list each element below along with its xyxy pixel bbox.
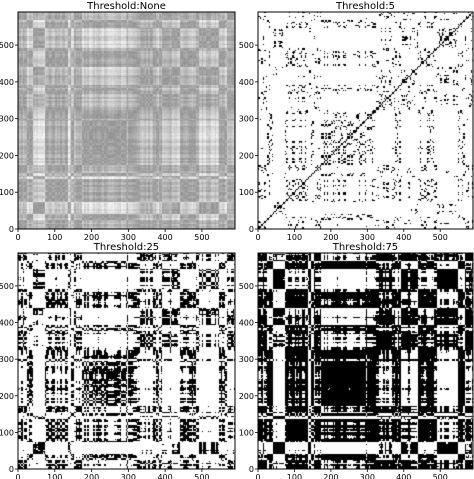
- panel-4: Threshold:75 0 100 200 300 400 500 0 100 200 300 40…: [239, 242, 474, 479]
- x-tick-label: 400: [396, 233, 411, 242]
- x-tick-label: 300: [360, 473, 375, 479]
- panel-title: Threshold:None: [86, 1, 166, 12]
- y-tick-label: 100: [239, 188, 254, 197]
- heatmap-image: [258, 12, 473, 229]
- x-tick-label: 400: [396, 473, 411, 479]
- x-tick-label: 500: [433, 473, 448, 479]
- y-tick-label: 400: [239, 78, 254, 87]
- y-tick-label: 100: [0, 188, 14, 197]
- panel-3: Threshold:25 0 100 200 300 400 500 0 100 200 300 40…: [0, 242, 236, 479]
- heatmap-image: [18, 12, 235, 229]
- axes-frame: [257, 11, 474, 230]
- y-tick-label: 0: [249, 465, 254, 474]
- panel-title: Threshold:25: [93, 242, 159, 253]
- y-tick-label: 200: [239, 151, 254, 160]
- panel-title: Threshold:75: [332, 242, 398, 253]
- y-tick-label: 300: [239, 355, 254, 364]
- x-tick-label: 300: [360, 233, 375, 242]
- x-tick-label: 0: [255, 233, 260, 242]
- heatmap-image: [258, 253, 473, 469]
- x-tick-label: 100: [287, 473, 302, 479]
- y-tick-label: 0: [249, 225, 254, 234]
- axes-frame: [17, 252, 236, 470]
- x-tick-label: 200: [323, 233, 338, 242]
- y-tick-label: 500: [239, 41, 254, 50]
- x-tick-label: 200: [323, 473, 338, 479]
- y-tick-label: 300: [0, 355, 14, 364]
- y-tick-label: 100: [239, 428, 254, 437]
- panel-1: Threshold:None 0 100 200 300 400 500 0 100 200 300…: [0, 1, 236, 242]
- axes-frame: [257, 252, 474, 470]
- y-tick-label: 0: [9, 465, 14, 474]
- x-tick-label: 0: [255, 473, 260, 479]
- x-tick-label: 200: [84, 473, 99, 479]
- axes-frame: [17, 11, 236, 230]
- x-tick-label: 200: [84, 233, 99, 242]
- panel-title: Threshold:5: [335, 1, 395, 12]
- y-tick-label: 0: [9, 225, 14, 234]
- y-tick-label: 500: [0, 41, 14, 50]
- x-tick-label: 100: [47, 473, 62, 479]
- x-tick-label: 500: [194, 473, 209, 479]
- x-tick-label: 500: [194, 233, 209, 242]
- y-tick-label: 200: [0, 392, 14, 401]
- x-tick-label: 400: [157, 473, 172, 479]
- y-tick-label: 300: [0, 115, 14, 124]
- y-tick-label: 500: [0, 282, 14, 291]
- y-tick-label: 500: [239, 282, 254, 291]
- x-tick-label: 500: [433, 233, 448, 242]
- x-tick-label: 0: [15, 233, 20, 242]
- x-tick-label: 100: [287, 233, 302, 242]
- y-tick-label: 400: [0, 319, 14, 328]
- x-tick-label: 300: [121, 473, 136, 479]
- y-tick-label: 400: [0, 78, 14, 87]
- y-tick-label: 200: [239, 392, 254, 401]
- heatmap-image: [18, 253, 235, 469]
- y-tick-label: 400: [239, 319, 254, 328]
- x-tick-label: 0: [15, 473, 20, 479]
- x-tick-label: 100: [47, 233, 62, 242]
- panel-2: Threshold:5 0 100 200 300 400 500 0 100 200 300 400…: [239, 1, 474, 242]
- y-tick-label: 100: [0, 428, 14, 437]
- x-tick-label: 300: [121, 233, 136, 242]
- y-tick-label: 200: [0, 151, 14, 160]
- y-tick-label: 300: [239, 115, 254, 124]
- x-tick-label: 400: [157, 233, 172, 242]
